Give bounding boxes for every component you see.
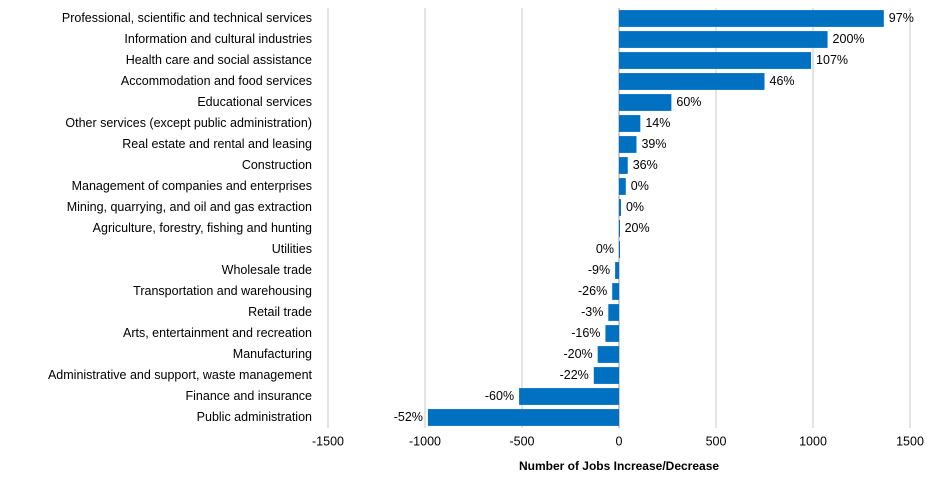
y-tick-label: Utilities bbox=[272, 242, 312, 256]
y-tick-label: Educational services bbox=[197, 95, 312, 109]
x-tick-label: 1500 bbox=[896, 434, 924, 448]
bar bbox=[619, 220, 620, 237]
bar-label: 60% bbox=[676, 95, 701, 109]
bar bbox=[619, 199, 621, 216]
y-tick-label: Mining, quarrying, and oil and gas extra… bbox=[67, 200, 312, 214]
bar bbox=[619, 178, 626, 195]
x-tick-label: 0 bbox=[616, 434, 623, 448]
y-tick-label: Professional, scientific and technical s… bbox=[62, 11, 312, 25]
y-tick-label: Information and cultural industries bbox=[124, 32, 312, 46]
bar-label: -60% bbox=[485, 389, 514, 403]
y-tick-label: Construction bbox=[242, 158, 312, 172]
bar bbox=[619, 73, 765, 90]
y-tick-label: Accommodation and food services bbox=[121, 74, 312, 88]
bar bbox=[619, 31, 828, 48]
y-tick-label: Public administration bbox=[197, 410, 312, 424]
bar bbox=[605, 325, 619, 342]
bar bbox=[619, 115, 641, 132]
x-tick-label: -500 bbox=[509, 434, 534, 448]
bar bbox=[612, 283, 619, 300]
y-tick-label: Retail trade bbox=[248, 305, 312, 319]
bar bbox=[615, 262, 619, 279]
y-tick-label: Administrative and support, waste manage… bbox=[48, 368, 313, 382]
bar-label: -22% bbox=[560, 368, 589, 382]
x-axis-title: Number of Jobs Increase/Decrease bbox=[519, 459, 719, 473]
bar bbox=[619, 241, 620, 258]
bar-label: 0% bbox=[596, 242, 614, 256]
bar-label: -9% bbox=[588, 263, 610, 277]
bar-label: 39% bbox=[641, 137, 666, 151]
bar-label: -3% bbox=[581, 305, 603, 319]
x-tick-label: 1000 bbox=[799, 434, 827, 448]
bar bbox=[519, 388, 619, 405]
y-tick-label: Manufacturing bbox=[233, 347, 312, 361]
bar bbox=[619, 136, 637, 153]
bar bbox=[608, 304, 619, 321]
bar-label: 14% bbox=[645, 116, 670, 130]
bar-label: 107% bbox=[816, 53, 848, 67]
y-tick-label: Finance and insurance bbox=[186, 389, 313, 403]
bar bbox=[427, 409, 619, 426]
bar bbox=[619, 157, 628, 174]
bar-label: 46% bbox=[770, 74, 795, 88]
bar-label: -52% bbox=[394, 410, 423, 424]
bar bbox=[619, 94, 672, 111]
bar-label: 36% bbox=[633, 158, 658, 172]
y-tick-label: Real estate and rental and leasing bbox=[122, 137, 312, 151]
x-tick-label: 500 bbox=[706, 434, 727, 448]
bar-label: 0% bbox=[626, 200, 644, 214]
bar bbox=[597, 346, 619, 363]
bar-label: -20% bbox=[563, 347, 592, 361]
y-tick-label: Other services (except public administra… bbox=[65, 116, 312, 130]
bar-label: 20% bbox=[625, 221, 650, 235]
bar bbox=[619, 10, 884, 27]
bar-label: 97% bbox=[889, 11, 914, 25]
bar-label: 0% bbox=[631, 179, 649, 193]
y-tick-label: Management of companies and enterprises bbox=[72, 179, 312, 193]
bar bbox=[619, 52, 812, 69]
y-tick-label: Transportation and warehousing bbox=[133, 284, 312, 298]
x-tick-label: -1500 bbox=[312, 434, 344, 448]
bar-label: -16% bbox=[571, 326, 600, 340]
x-tick-label: -1000 bbox=[409, 434, 441, 448]
y-tick-label: Arts, entertainment and recreation bbox=[123, 326, 312, 340]
bar-label: 200% bbox=[833, 32, 865, 46]
bar-label: -26% bbox=[578, 284, 607, 298]
y-tick-label: Agriculture, forestry, fishing and hunti… bbox=[93, 221, 312, 235]
y-tick-label: Wholesale trade bbox=[222, 263, 312, 277]
bar bbox=[593, 367, 619, 384]
y-tick-label: Health care and social assistance bbox=[126, 53, 312, 67]
